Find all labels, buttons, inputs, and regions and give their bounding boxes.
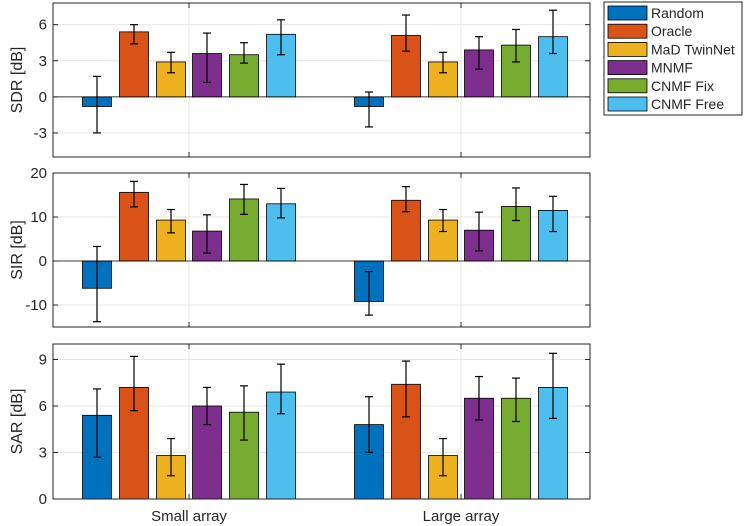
error-bar-oracle-large-array xyxy=(402,186,410,213)
axes-box xyxy=(52,172,591,328)
panel-sar: 0 3 6 9 SAR [dB] Small array Large array xyxy=(9,343,591,525)
legend-label-mnmf: MNMF xyxy=(651,60,693,76)
error-bar-oracle-large-array xyxy=(402,360,410,418)
legend-swatch-cnmf-free xyxy=(607,96,648,112)
error-bar-random-small-array xyxy=(93,75,101,134)
x-tick-label: Small array xyxy=(151,508,227,525)
axes-box xyxy=(52,2,591,158)
error-bar-cnmf-fix-large-array xyxy=(512,28,520,63)
error-bar-mad-twinnet-small-array xyxy=(167,437,175,477)
error-bar-random-large-array xyxy=(365,91,373,128)
error-bar-cnmf-fix-small-array xyxy=(240,385,248,441)
error-bar-random-large-array xyxy=(365,270,373,316)
legend-swatch-mnmf xyxy=(607,60,648,75)
error-bar-cnmf-fix-small-array xyxy=(240,42,248,64)
error-bar-oracle-small-array xyxy=(130,24,138,45)
error-bar-random-large-array xyxy=(365,396,373,454)
y-tick-label: 10 xyxy=(30,209,47,226)
error-bar-mad-twinnet-large-array xyxy=(439,51,447,74)
y-tick-label: 9 xyxy=(39,352,47,369)
y-axis-label: SDR [dB] xyxy=(9,47,26,114)
y-tick-label: 6 xyxy=(39,398,47,415)
error-bar-cnmf-fix-small-array xyxy=(240,183,248,215)
error-bar-cnmf-free-small-array xyxy=(277,363,285,415)
legend-swatch-cnmf-fix xyxy=(607,78,648,94)
y-tick-label: 3 xyxy=(39,445,47,462)
legend-swatch-mad-twinnet xyxy=(607,42,648,57)
y-tick-label: 6 xyxy=(39,17,47,34)
error-bar-mnmf-large-array xyxy=(475,36,483,70)
error-bar-cnmf-free-small-array xyxy=(277,19,285,56)
error-bar-mad-twinnet-small-array xyxy=(167,208,175,234)
y-tick-label: -10 xyxy=(25,297,47,314)
legend: Random Oracle MaD TwinNet MNMF CNMF Fix CNMF … xyxy=(603,1,743,116)
legend-label-random: Random xyxy=(651,5,704,21)
y-tick-label: 20 xyxy=(30,165,47,182)
error-bar-oracle-small-array xyxy=(130,180,138,208)
axes-box xyxy=(52,343,591,500)
error-bar-random-small-array xyxy=(93,388,101,458)
error-bar-oracle-small-array xyxy=(130,355,138,412)
legend-label-mad-twinnet: MaD TwinNet xyxy=(651,41,735,57)
error-bar-cnmf-free-small-array xyxy=(277,187,285,219)
error-bar-cnmf-free-large-array xyxy=(549,9,557,55)
error-bar-mad-twinnet-small-array xyxy=(167,51,175,74)
panel-sir: -10 0 10 20 SIR [dB] xyxy=(9,165,591,328)
y-axis-label: SIR [dB] xyxy=(9,220,26,280)
error-bar-cnmf-fix-large-array xyxy=(512,187,520,222)
error-bar-cnmf-free-large-array xyxy=(549,352,557,419)
legend-swatch-random xyxy=(607,5,648,21)
y-tick-label: -3 xyxy=(34,125,47,142)
legend-label-cnmf-fix: CNMF Fix xyxy=(651,78,714,94)
x-tick-label: Large array xyxy=(423,508,500,525)
error-bar-mad-twinnet-large-array xyxy=(439,437,447,477)
y-axis-label: SAR [dB] xyxy=(9,389,26,455)
y-tick-label: 0 xyxy=(39,491,47,508)
error-bar-mnmf-large-array xyxy=(475,211,483,252)
error-bar-cnmf-fix-large-array xyxy=(512,377,520,423)
error-bar-mnmf-small-array xyxy=(203,214,211,254)
y-tick-label: 3 xyxy=(39,53,47,70)
error-bar-mnmf-large-array xyxy=(475,375,483,421)
y-tick-label: 0 xyxy=(39,89,47,106)
error-bar-oracle-large-array xyxy=(402,14,410,52)
error-bar-mnmf-small-array xyxy=(203,32,211,84)
legend-swatch-oracle xyxy=(607,23,648,39)
error-bar-random-small-array xyxy=(93,245,101,323)
legend-label-oracle: Oracle xyxy=(651,23,692,39)
error-bar-cnmf-free-large-array xyxy=(549,195,557,233)
error-bar-mad-twinnet-large-array xyxy=(439,208,447,233)
legend-box xyxy=(603,1,743,116)
y-tick-label: 0 xyxy=(39,253,47,270)
error-bar-mnmf-small-array xyxy=(203,386,211,426)
legend-label-cnmf-free: CNMF Free xyxy=(651,96,724,112)
panel-sdr: -3 0 3 6 SDR [dB] xyxy=(9,2,591,158)
